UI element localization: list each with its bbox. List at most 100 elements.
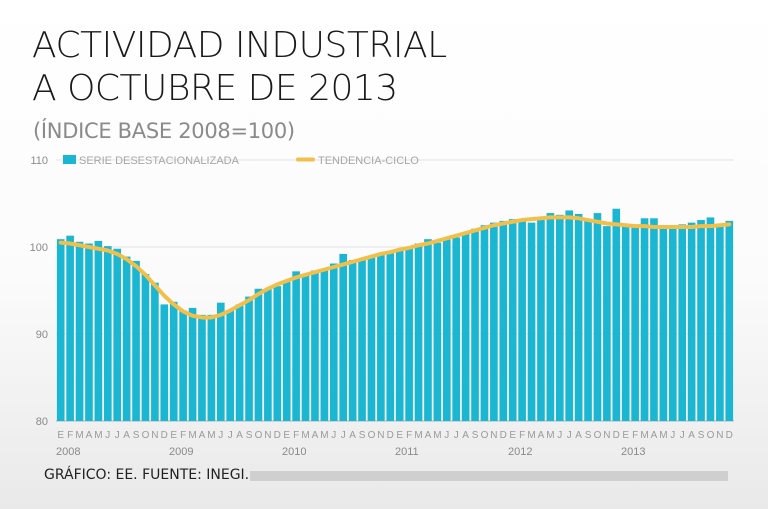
bar [471,228,479,421]
x-tick-label: D [726,430,733,441]
y-tick-label: 90 [36,329,48,341]
bar [132,260,140,421]
bar [603,226,611,421]
bar [716,225,724,421]
bar [414,243,423,421]
legend-label-trend: TENDENCIA-CICLO [318,155,419,167]
bar [461,233,470,421]
bar [329,263,338,421]
x-tick-label: J [341,430,346,441]
bar [75,241,84,421]
x-tick-label: S [133,430,140,441]
bar [66,235,74,421]
title-line-1: ACTIVIDAD INDUSTRIAL [32,25,447,66]
x-tick-label: E [283,430,290,441]
x-tick-label: O [594,430,602,441]
bar [198,314,206,421]
bar [264,288,272,421]
x-tick-label: A [575,430,582,441]
x-tick-label: O [142,430,150,441]
x-tick-label: N [264,430,271,441]
bars-group [56,208,734,421]
x-tick-label: A [349,430,356,441]
x-tick-label: S [698,430,705,441]
bar [565,210,574,421]
bar [94,240,103,421]
year-label: 2012 [508,446,532,458]
x-tick-label: J [331,430,336,441]
x-tick-label: F [519,430,525,441]
x-tick-label: J [105,430,110,441]
x-tick-label: E [622,430,629,441]
bar [273,286,282,421]
bar [151,282,159,421]
x-tick-label: O [368,430,376,441]
title-line-2: A OCTUBRE DE 2013 [32,68,398,109]
x-tick-label: O [707,430,715,441]
bar [320,269,329,421]
x-tick-label: A [86,430,93,441]
bar [226,310,235,421]
bar [188,307,197,421]
bar [339,253,348,421]
bar [216,302,225,421]
x-tick-label: A [651,430,658,441]
bar [640,218,649,421]
x-tick-label: A [462,430,469,441]
x-tick-label: D [387,430,394,441]
chart-subtitle: (ÍNDICE BASE 2008=100) [33,119,295,143]
x-tick-label: E [170,430,177,441]
x-tick-label: J [218,430,223,441]
bar [122,256,131,421]
x-tick-label: S [359,430,366,441]
page-title: ACTIVIDAD INDUSTRIAL A OCTUBRE DE 2013 [32,24,447,110]
bar [282,281,291,421]
x-tick-label: J [567,430,572,441]
bar [574,213,583,421]
x-tick-label: M [320,430,328,441]
x-tick-label: F [293,430,299,441]
bar [659,226,668,421]
bar [348,260,357,421]
bar [687,222,696,421]
x-tick-label: A [688,430,695,441]
x-tick-label: J [670,430,675,441]
x-tick-label: D [613,430,620,441]
x-tick-label: M [301,430,309,441]
bar [442,239,451,421]
bar [668,226,677,421]
y-tick-label: 110 [30,155,48,167]
x-tick-label: J [228,430,233,441]
x-tick-label: M [527,430,535,441]
x-tick-label: F [180,430,186,441]
x-tick-label: J [444,430,449,441]
bar [113,248,122,421]
x-tick-label: M [207,430,215,441]
x-tick-label: N [603,430,610,441]
bar [179,310,187,421]
bar [508,219,517,421]
x-tick-label: N [151,430,158,441]
x-tick-label: J [680,430,685,441]
bar [207,314,216,421]
x-tick-label: M [659,430,667,441]
legend: SERIE DESESTACIONALIZADA TENDENCIA-CICLO [63,155,419,167]
bar [631,224,639,421]
bar [433,242,442,421]
year-label: 2009 [169,446,193,458]
bar [706,217,715,421]
x-tick-label: A [236,430,243,441]
bar [518,220,526,421]
bar [405,247,413,421]
bar [160,304,169,421]
legend-bar-swatch [63,155,76,164]
x-tick-label: S [246,430,253,441]
bar [527,222,536,421]
bar [555,214,564,421]
bar [386,252,395,421]
bar [377,253,385,421]
x-tick-label: A [199,430,206,441]
x-tick-label: D [161,430,168,441]
year-label: 2008 [56,446,80,458]
